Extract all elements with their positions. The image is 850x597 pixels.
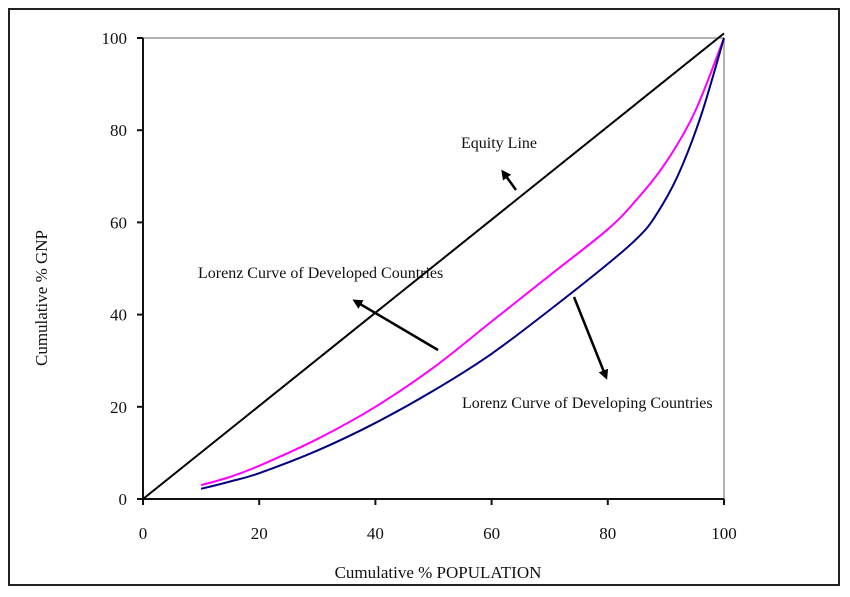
annotation-equity-line: Equity Line	[461, 135, 537, 152]
x-tick-label: 40	[367, 524, 384, 543]
annotation-developed: Lorenz Curve of Developed Countries	[198, 265, 443, 282]
x-tick-label: 20	[251, 524, 268, 543]
arrow-developed	[352, 299, 439, 352]
x-tick-label: 60	[483, 524, 500, 543]
y-tick-label: 100	[102, 29, 128, 48]
lorenz-developing-line	[200, 37, 725, 490]
x-tick-label: 100	[711, 524, 737, 543]
arrow-equity-line	[501, 169, 518, 191]
x-axis-title: Cumulative % POPULATION	[335, 563, 542, 582]
y-tick-label: 40	[110, 306, 127, 325]
y-tick-label: 20	[110, 398, 127, 417]
y-tick-label: 0	[119, 490, 128, 509]
x-tick-label: 80	[599, 524, 616, 543]
y-axis-title: Cumulative % GNP	[32, 230, 51, 366]
arrow-developing	[572, 296, 609, 380]
lorenz-developed-line	[200, 37, 725, 487]
annotation-developing: Lorenz Curve of Developing Countries	[462, 395, 713, 412]
x-tick-label: 0	[139, 524, 148, 543]
y-tick-label: 60	[110, 213, 127, 232]
chart-frame	[8, 8, 840, 586]
equity-line	[142, 32, 725, 500]
y-tick-label: 80	[110, 121, 127, 140]
